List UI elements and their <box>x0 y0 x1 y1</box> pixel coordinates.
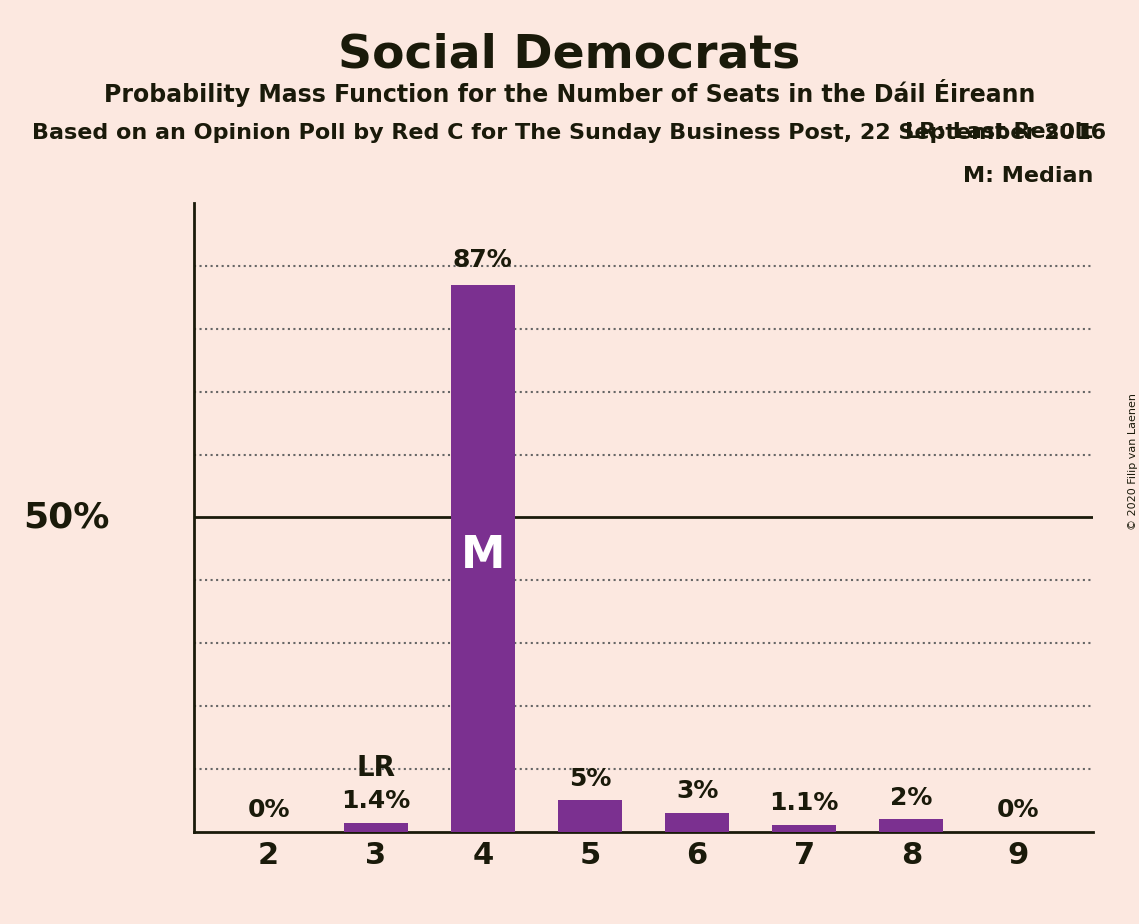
Text: 5%: 5% <box>568 767 612 791</box>
Text: LR: LR <box>357 754 395 782</box>
Text: 2%: 2% <box>891 785 933 809</box>
Bar <box>879 819 943 832</box>
Text: 3%: 3% <box>675 779 719 803</box>
Text: 1.1%: 1.1% <box>770 791 839 815</box>
Bar <box>665 813 729 832</box>
Text: M: Median: M: Median <box>964 165 1093 186</box>
Text: © 2020 Filip van Laenen: © 2020 Filip van Laenen <box>1129 394 1138 530</box>
Text: 87%: 87% <box>453 249 513 273</box>
Bar <box>344 822 408 832</box>
Bar <box>772 825 836 832</box>
Text: Probability Mass Function for the Number of Seats in the Dáil Éireann: Probability Mass Function for the Number… <box>104 79 1035 106</box>
Text: Based on an Opinion Poll by Red C for The Sunday Business Post, 22 September 201: Based on an Opinion Poll by Red C for Th… <box>32 123 1107 143</box>
Bar <box>558 800 622 832</box>
Text: Social Democrats: Social Democrats <box>338 32 801 78</box>
Text: 50%: 50% <box>23 501 109 534</box>
Bar <box>451 285 515 832</box>
Text: 0%: 0% <box>998 798 1040 822</box>
Text: 0%: 0% <box>247 798 289 822</box>
Text: LR: Last Result: LR: Last Result <box>906 122 1093 141</box>
Text: 1.4%: 1.4% <box>341 789 410 813</box>
Text: M: M <box>460 534 505 577</box>
